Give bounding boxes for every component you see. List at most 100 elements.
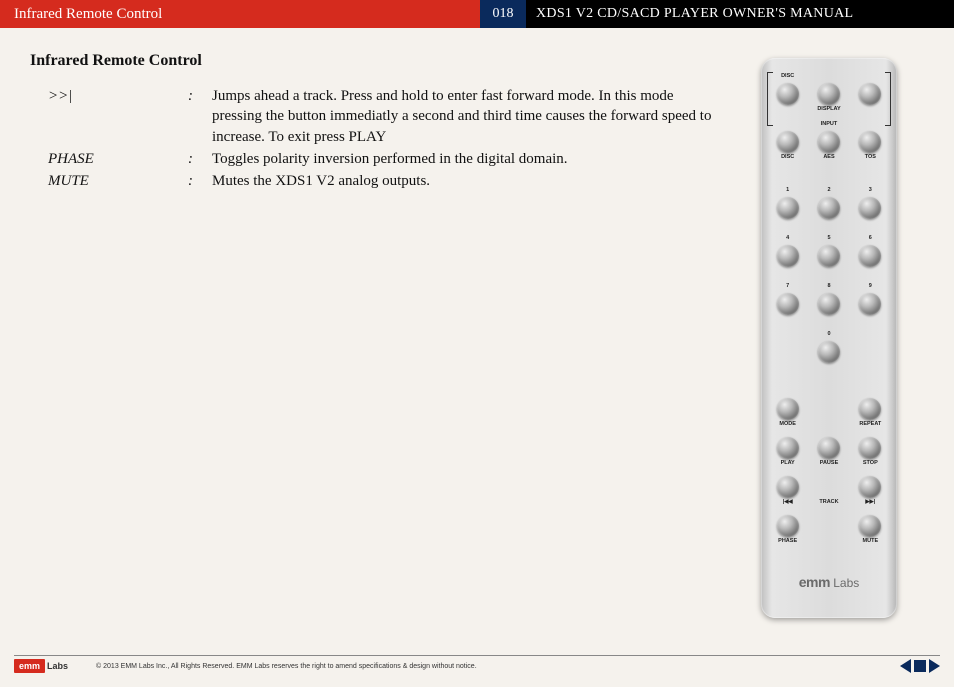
remote-button [818, 197, 840, 219]
remote-button [777, 245, 799, 267]
remote-control-image: DISC DISPLAY DISC INPUT AES TOS 1 2 3 4 5 6 7 8 9 0 MO… [761, 58, 897, 618]
remote-button-label: STOP [863, 461, 878, 468]
definition-description: Jumps ahead a track. Press and hold to e… [212, 86, 714, 147]
remote-button [859, 437, 881, 459]
footer-logo-badge: emm [14, 659, 45, 673]
text-column: Infrared Remote Control >>|:Jumps ahead … [30, 52, 734, 618]
remote-button-label: |◀◀ [783, 500, 793, 507]
remote-button-wrap: REPEAT [856, 398, 884, 429]
remote-button-wrap: 5 [815, 236, 843, 276]
remote-button-wrap: ▶▶| [856, 476, 884, 507]
remote-number-label: 8 [827, 284, 830, 291]
bracket-left [767, 72, 773, 126]
remote-button-label: MUTE [863, 539, 879, 546]
remote-button-wrap: TRACK [815, 476, 843, 507]
remote-button-wrap: MODE [774, 398, 802, 429]
remote-button [818, 245, 840, 267]
remote-button-label-above: INPUT [821, 122, 838, 129]
remote-button [818, 83, 840, 105]
prev-page-button[interactable] [900, 659, 911, 673]
remote-button [777, 83, 799, 105]
header-page-number: 018 [480, 0, 526, 28]
definition-row: PHASE:Toggles polarity inversion perform… [48, 149, 714, 169]
remote-button-wrap: TOS [856, 122, 884, 162]
remote-button-wrap: 6 [856, 236, 884, 276]
remote-button [859, 476, 881, 498]
remote-button [777, 293, 799, 315]
remote-track-label: TRACK [819, 500, 838, 507]
remote-button [777, 131, 799, 153]
remote-button-wrap: 4 [774, 236, 802, 276]
remote-button-wrap: |◀◀ [774, 476, 802, 507]
remote-button [859, 131, 881, 153]
remote-button-wrap: 7 [774, 284, 802, 324]
remote-number-label: 2 [827, 188, 830, 195]
remote-button-wrap: 8 [815, 284, 843, 324]
definition-description: Toggles polarity inversion performed in … [212, 149, 714, 169]
definition-list: >>|:Jumps ahead a track. Press and hold … [30, 86, 714, 191]
remote-button-label: DISC [781, 155, 794, 162]
remote-logo-bold: emm [799, 574, 830, 590]
remote-button-wrap: 1 [774, 188, 802, 228]
remote-button-wrap: INPUT AES [815, 122, 843, 162]
copyright-text: © 2013 EMM Labs Inc., All Rights Reserve… [96, 663, 477, 670]
remote-number-label: 1 [786, 188, 789, 195]
definition-row: >>|:Jumps ahead a track. Press and hold … [48, 86, 714, 147]
remote-logo-light: Labs [830, 576, 859, 590]
definition-term: MUTE [48, 171, 188, 191]
remote-button [777, 398, 799, 420]
stop-nav-button[interactable] [914, 660, 926, 672]
remote-button-wrap: DISC [774, 74, 802, 114]
remote-button-label: MODE [779, 422, 796, 429]
footer-logo-text: Labs [47, 661, 68, 671]
remote-button [859, 83, 881, 105]
remote-button-label: PAUSE [820, 461, 839, 468]
remote-logo: emm Labs [761, 574, 897, 590]
remote-button [818, 131, 840, 153]
remote-button [818, 341, 840, 363]
remote-control-buttons: MODE REPEAT PLAY PAUSE STOP |◀◀ TRACK ▶▶| PHASE M… [773, 398, 885, 546]
remote-button-wrap: 0 [815, 332, 843, 372]
remote-button-label-above: DISC [781, 74, 794, 81]
remote-button-wrap: PLAY [774, 437, 802, 468]
remote-button [777, 437, 799, 459]
definition-description: Mutes the XDS1 V2 analog outputs. [212, 171, 714, 191]
remote-button-label: AES [823, 155, 834, 162]
remote-button [859, 398, 881, 420]
page-header: Infrared Remote Control 018 XDS1 V2 CD/S… [0, 0, 954, 28]
remote-number-label: 3 [869, 188, 872, 195]
remote-button [859, 245, 881, 267]
bracket-right [885, 72, 891, 126]
content-area: Infrared Remote Control >>|:Jumps ahead … [0, 28, 954, 618]
remote-button [859, 293, 881, 315]
remote-button-wrap: 2 [815, 188, 843, 228]
definition-colon: : [188, 149, 212, 169]
definition-colon: : [188, 86, 212, 147]
remote-number-label: 9 [869, 284, 872, 291]
remote-button-wrap: MUTE [856, 515, 884, 546]
remote-number-label: 5 [827, 236, 830, 243]
remote-button-label: REPEAT [859, 422, 881, 429]
header-section-title: Infrared Remote Control [0, 0, 480, 28]
nav-controls [900, 659, 940, 673]
footer-divider [14, 655, 940, 656]
remote-button-label: PHASE [778, 539, 797, 546]
remote-button [818, 293, 840, 315]
remote-button-wrap: DISC [774, 122, 802, 162]
remote-button-wrap [856, 74, 884, 114]
remote-button [777, 197, 799, 219]
remote-number-label: 7 [786, 284, 789, 291]
section-heading: Infrared Remote Control [30, 52, 714, 70]
remote-button-label: TOS [865, 155, 876, 162]
remote-number-label: 4 [786, 236, 789, 243]
remote-button-wrap: 3 [856, 188, 884, 228]
definition-colon: : [188, 171, 212, 191]
remote-button-wrap: DISPLAY [815, 74, 843, 114]
header-manual-title: XDS1 V2 CD/SACD PLAYER OWNER'S MANUAL [526, 0, 954, 28]
remote-button-label: DISPLAY [817, 107, 840, 114]
remote-button [859, 197, 881, 219]
remote-button-wrap: PAUSE [815, 437, 843, 468]
definition-term: PHASE [48, 149, 188, 169]
next-page-button[interactable] [929, 659, 940, 673]
remote-number-label: 6 [869, 236, 872, 243]
